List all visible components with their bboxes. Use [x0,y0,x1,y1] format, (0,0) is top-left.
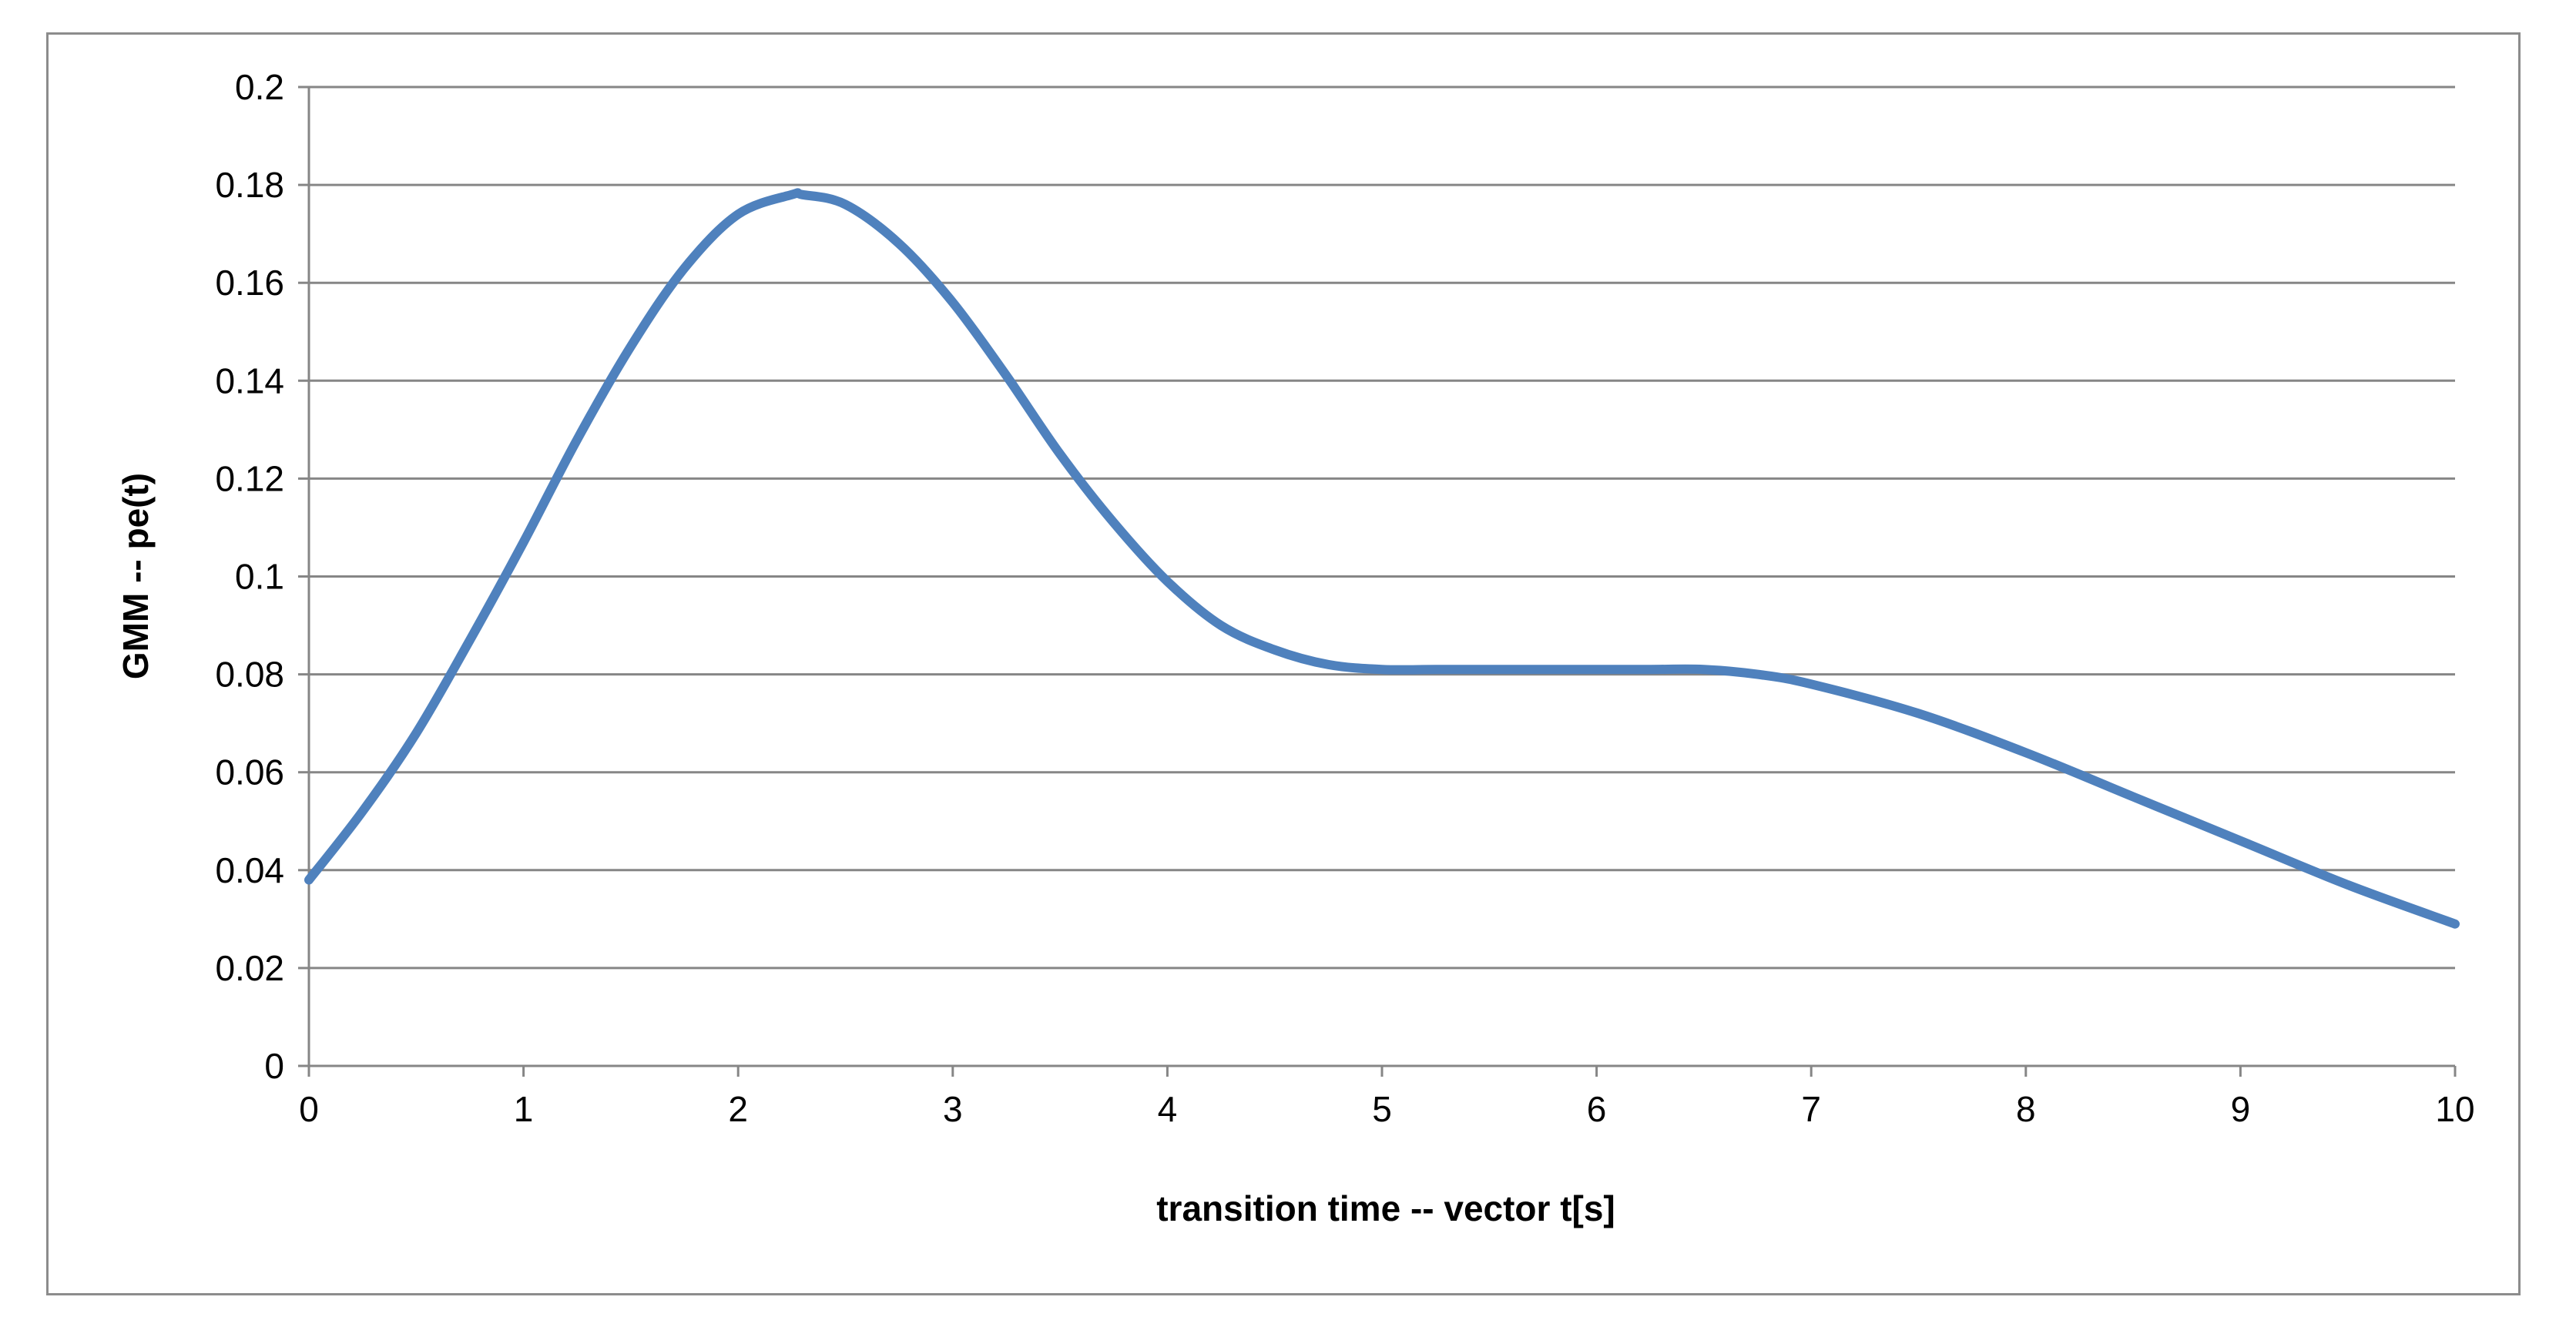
y-tick-label: 0.14 [215,360,284,400]
chart-frame [46,32,2521,1295]
x-tick-label: 0 [299,1089,319,1129]
y-tick-label: 0.08 [215,655,284,695]
x-tick-label: 10 [2435,1089,2474,1129]
y-tick-label: 0.04 [215,850,284,890]
y-axis-title: GMM -- pe(t) [116,473,156,679]
y-tick-label: 0.02 [215,948,284,988]
x-tick-label: 8 [2016,1089,2036,1129]
x-tick-label: 4 [1158,1089,1178,1129]
y-tick-label: 0.1 [235,557,284,597]
x-tick-label: 6 [1587,1089,1607,1129]
y-tick-label: 0.18 [215,165,284,205]
x-tick-label: 2 [728,1089,748,1129]
y-tick-label: 0.12 [215,458,284,498]
x-tick-label: 7 [1801,1089,1821,1129]
gridlines [309,85,2455,970]
tick-labels: 0 0.02 0.04 0.06 0.08 0.1 0.12 0.14 0.16 0.18 0.2 0… [215,67,2474,1129]
series-layer [304,188,2460,929]
x-tick-label: 1 [514,1089,534,1129]
y-tick-label: 0.06 [215,752,284,793]
x-tick-label: 5 [1372,1089,1392,1129]
x-tick-label: 3 [943,1089,963,1129]
x-axis-title: transition time -- vector t[s] [1156,1188,1615,1228]
series-line [304,188,2460,929]
axes [298,85,2457,1077]
y-tick-label: 0.16 [215,263,284,303]
y-tick-label: 0 [264,1046,284,1086]
x-tick-label: 9 [2231,1089,2251,1129]
y-tick-label: 0.2 [235,67,284,107]
